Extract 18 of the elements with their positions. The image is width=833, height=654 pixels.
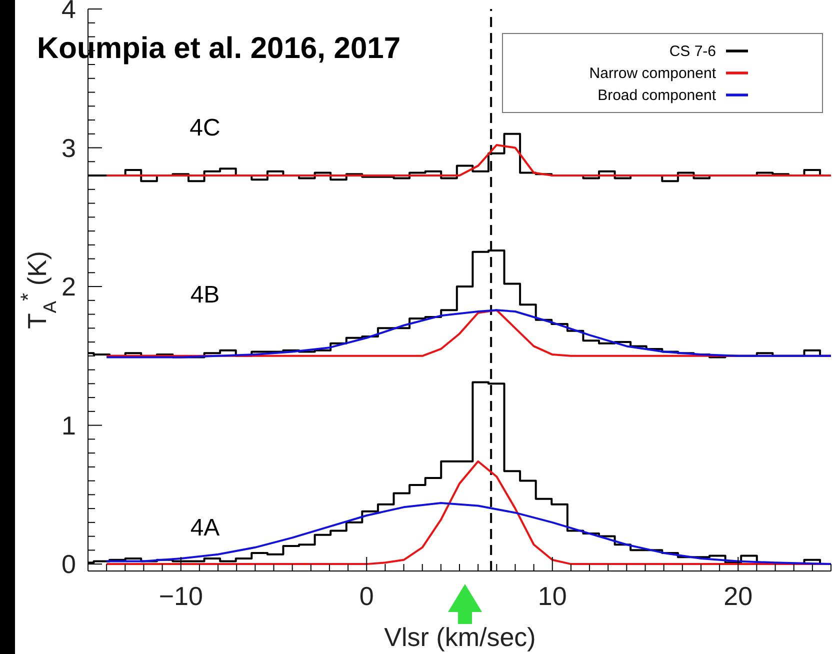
x-tick-label: 10 <box>538 581 567 611</box>
annotation: 4C <box>190 114 220 142</box>
y-tick-label: 2 <box>62 272 76 302</box>
x-tick-label: 20 <box>724 581 753 611</box>
x-tick-label: −10 <box>158 581 203 611</box>
legend-label: Broad component <box>598 86 716 104</box>
legend-label: CS 7-6 <box>669 42 716 60</box>
annotation: 4A <box>190 514 220 542</box>
y-tick-label: 3 <box>62 132 76 163</box>
y-tick-label: 1 <box>62 410 76 440</box>
x-axis-title: Vlsr (km/sec) <box>384 622 536 652</box>
y-tick-label: 4 <box>62 0 76 24</box>
line-series <box>106 144 831 177</box>
legend-label: Narrow component <box>589 64 716 82</box>
x-tick-label: 0 <box>359 581 374 611</box>
line-series <box>106 502 831 566</box>
y-tick-label: 0 <box>62 549 76 580</box>
annotation: 4B <box>190 281 220 308</box>
